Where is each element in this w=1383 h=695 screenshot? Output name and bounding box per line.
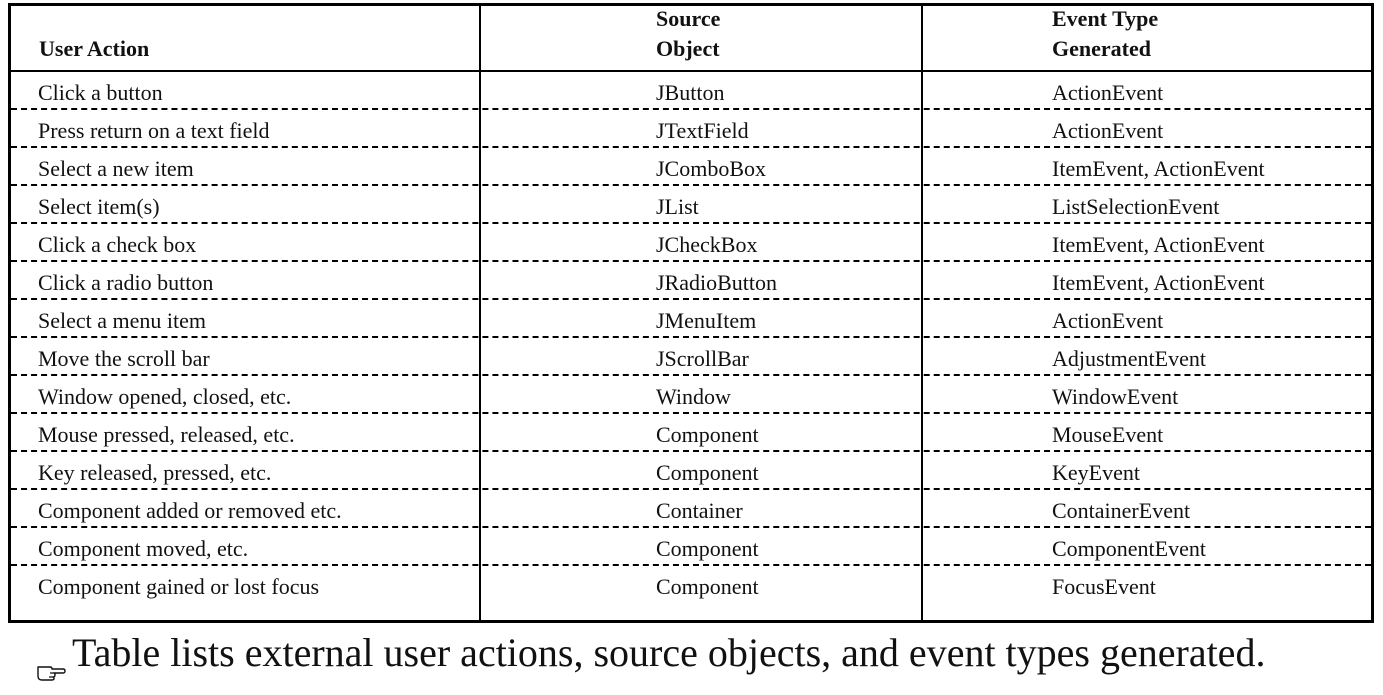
column-divider — [479, 6, 481, 620]
event-type-cell: ContainerEvent — [1052, 498, 1191, 523]
source-object-cell: Component — [656, 422, 759, 447]
event-type-cell: ItemEvent, ActionEvent — [1052, 232, 1265, 257]
source-object-cell: JComboBox — [656, 156, 767, 181]
pointing-hand-icon — [36, 645, 66, 681]
table-row: Component moved, etc. Component Componen… — [11, 528, 1371, 566]
source-object-cell: JCheckBox — [656, 232, 758, 257]
source-object-cell: Container — [656, 498, 743, 523]
source-object-cell: Component — [656, 536, 759, 561]
source-object-cell: JScrollBar — [656, 346, 749, 371]
header-user-action: User Action — [39, 36, 150, 61]
table-row: Select a menu item JMenuItem ActionEvent — [11, 300, 1371, 338]
event-type-cell: KeyEvent — [1052, 460, 1140, 485]
event-type-cell: ActionEvent — [1052, 118, 1164, 143]
user-action-cell: Mouse pressed, released, etc. — [38, 422, 295, 447]
user-action-cell: Select a menu item — [38, 308, 206, 333]
user-action-cell: Window opened, closed, etc. — [38, 384, 292, 409]
column-divider — [921, 6, 923, 620]
table-row: Mouse pressed, released, etc. Component … — [11, 414, 1371, 452]
source-object-cell: JMenuItem — [656, 308, 757, 333]
user-action-cell: Select a new item — [38, 156, 194, 181]
table-row: Key released, pressed, etc. Component Ke… — [11, 452, 1371, 490]
table-row: Window opened, closed, etc. Window Windo… — [11, 376, 1371, 414]
event-type-cell: ItemEvent, ActionEvent — [1052, 270, 1265, 295]
source-object-cell: JTextField — [656, 118, 749, 143]
user-action-cell: Click a button — [38, 80, 163, 105]
user-action-cell: Press return on a text field — [38, 118, 270, 143]
table-row: Click a check box JCheckBox ItemEvent, A… — [11, 224, 1371, 262]
event-type-cell: ActionEvent — [1052, 80, 1164, 105]
user-action-cell: Move the scroll bar — [38, 346, 210, 371]
user-action-cell: Key released, pressed, etc. — [38, 460, 272, 485]
table-row: Move the scroll bar JScrollBar Adjustmen… — [11, 338, 1371, 376]
source-object-cell: JList — [656, 194, 699, 219]
source-object-cell: Component — [656, 574, 759, 599]
source-object-cell: JButton — [656, 80, 725, 105]
event-type-cell: WindowEvent — [1052, 384, 1179, 409]
event-table: User Action Source Object Event Type Gen… — [8, 3, 1374, 623]
table-caption: Table lists external user actions, sourc… — [36, 628, 1266, 681]
user-action-cell: Click a check box — [38, 232, 197, 257]
table-row: Click a radio button JRadioButton ItemEv… — [11, 262, 1371, 300]
user-action-cell: Click a radio button — [38, 270, 214, 295]
source-object-cell: Component — [656, 460, 759, 485]
event-type-cell: MouseEvent — [1052, 422, 1164, 447]
table-row: Click a button JButton ActionEvent — [11, 72, 1371, 110]
event-type-cell: ListSelectionEvent — [1052, 194, 1220, 219]
user-action-cell: Component moved, etc. — [38, 536, 249, 561]
header-source-object: Source Object — [656, 6, 721, 61]
user-action-cell: Select item(s) — [38, 194, 160, 219]
event-type-cell: ItemEvent, ActionEvent — [1052, 156, 1265, 181]
event-type-cell: ComponentEvent — [1052, 536, 1206, 561]
table-row: Select item(s) JList ListSelectionEvent — [11, 186, 1371, 224]
table-body: Click a button JButton ActionEvent Press… — [11, 72, 1371, 604]
source-object-cell: Window — [656, 384, 731, 409]
event-type-cell: ActionEvent — [1052, 308, 1164, 333]
user-action-cell: Component added or removed etc. — [38, 498, 342, 523]
header-event-type: Event Type Generated — [1052, 6, 1159, 61]
source-object-cell: JRadioButton — [656, 270, 778, 295]
event-type-cell: AdjustmentEvent — [1052, 346, 1206, 371]
table-row: Component added or removed etc. Containe… — [11, 490, 1371, 528]
event-type-cell: FocusEvent — [1052, 574, 1156, 599]
table-row: Component gained or lost focus Component… — [11, 566, 1371, 604]
user-action-cell: Component gained or lost focus — [38, 574, 320, 599]
table-row: Press return on a text field JTextField … — [11, 110, 1371, 148]
caption-text: Table lists external user actions, sourc… — [72, 630, 1266, 675]
header-rule — [11, 70, 1371, 72]
table-row: Select a new item JComboBox ItemEvent, A… — [11, 148, 1371, 186]
